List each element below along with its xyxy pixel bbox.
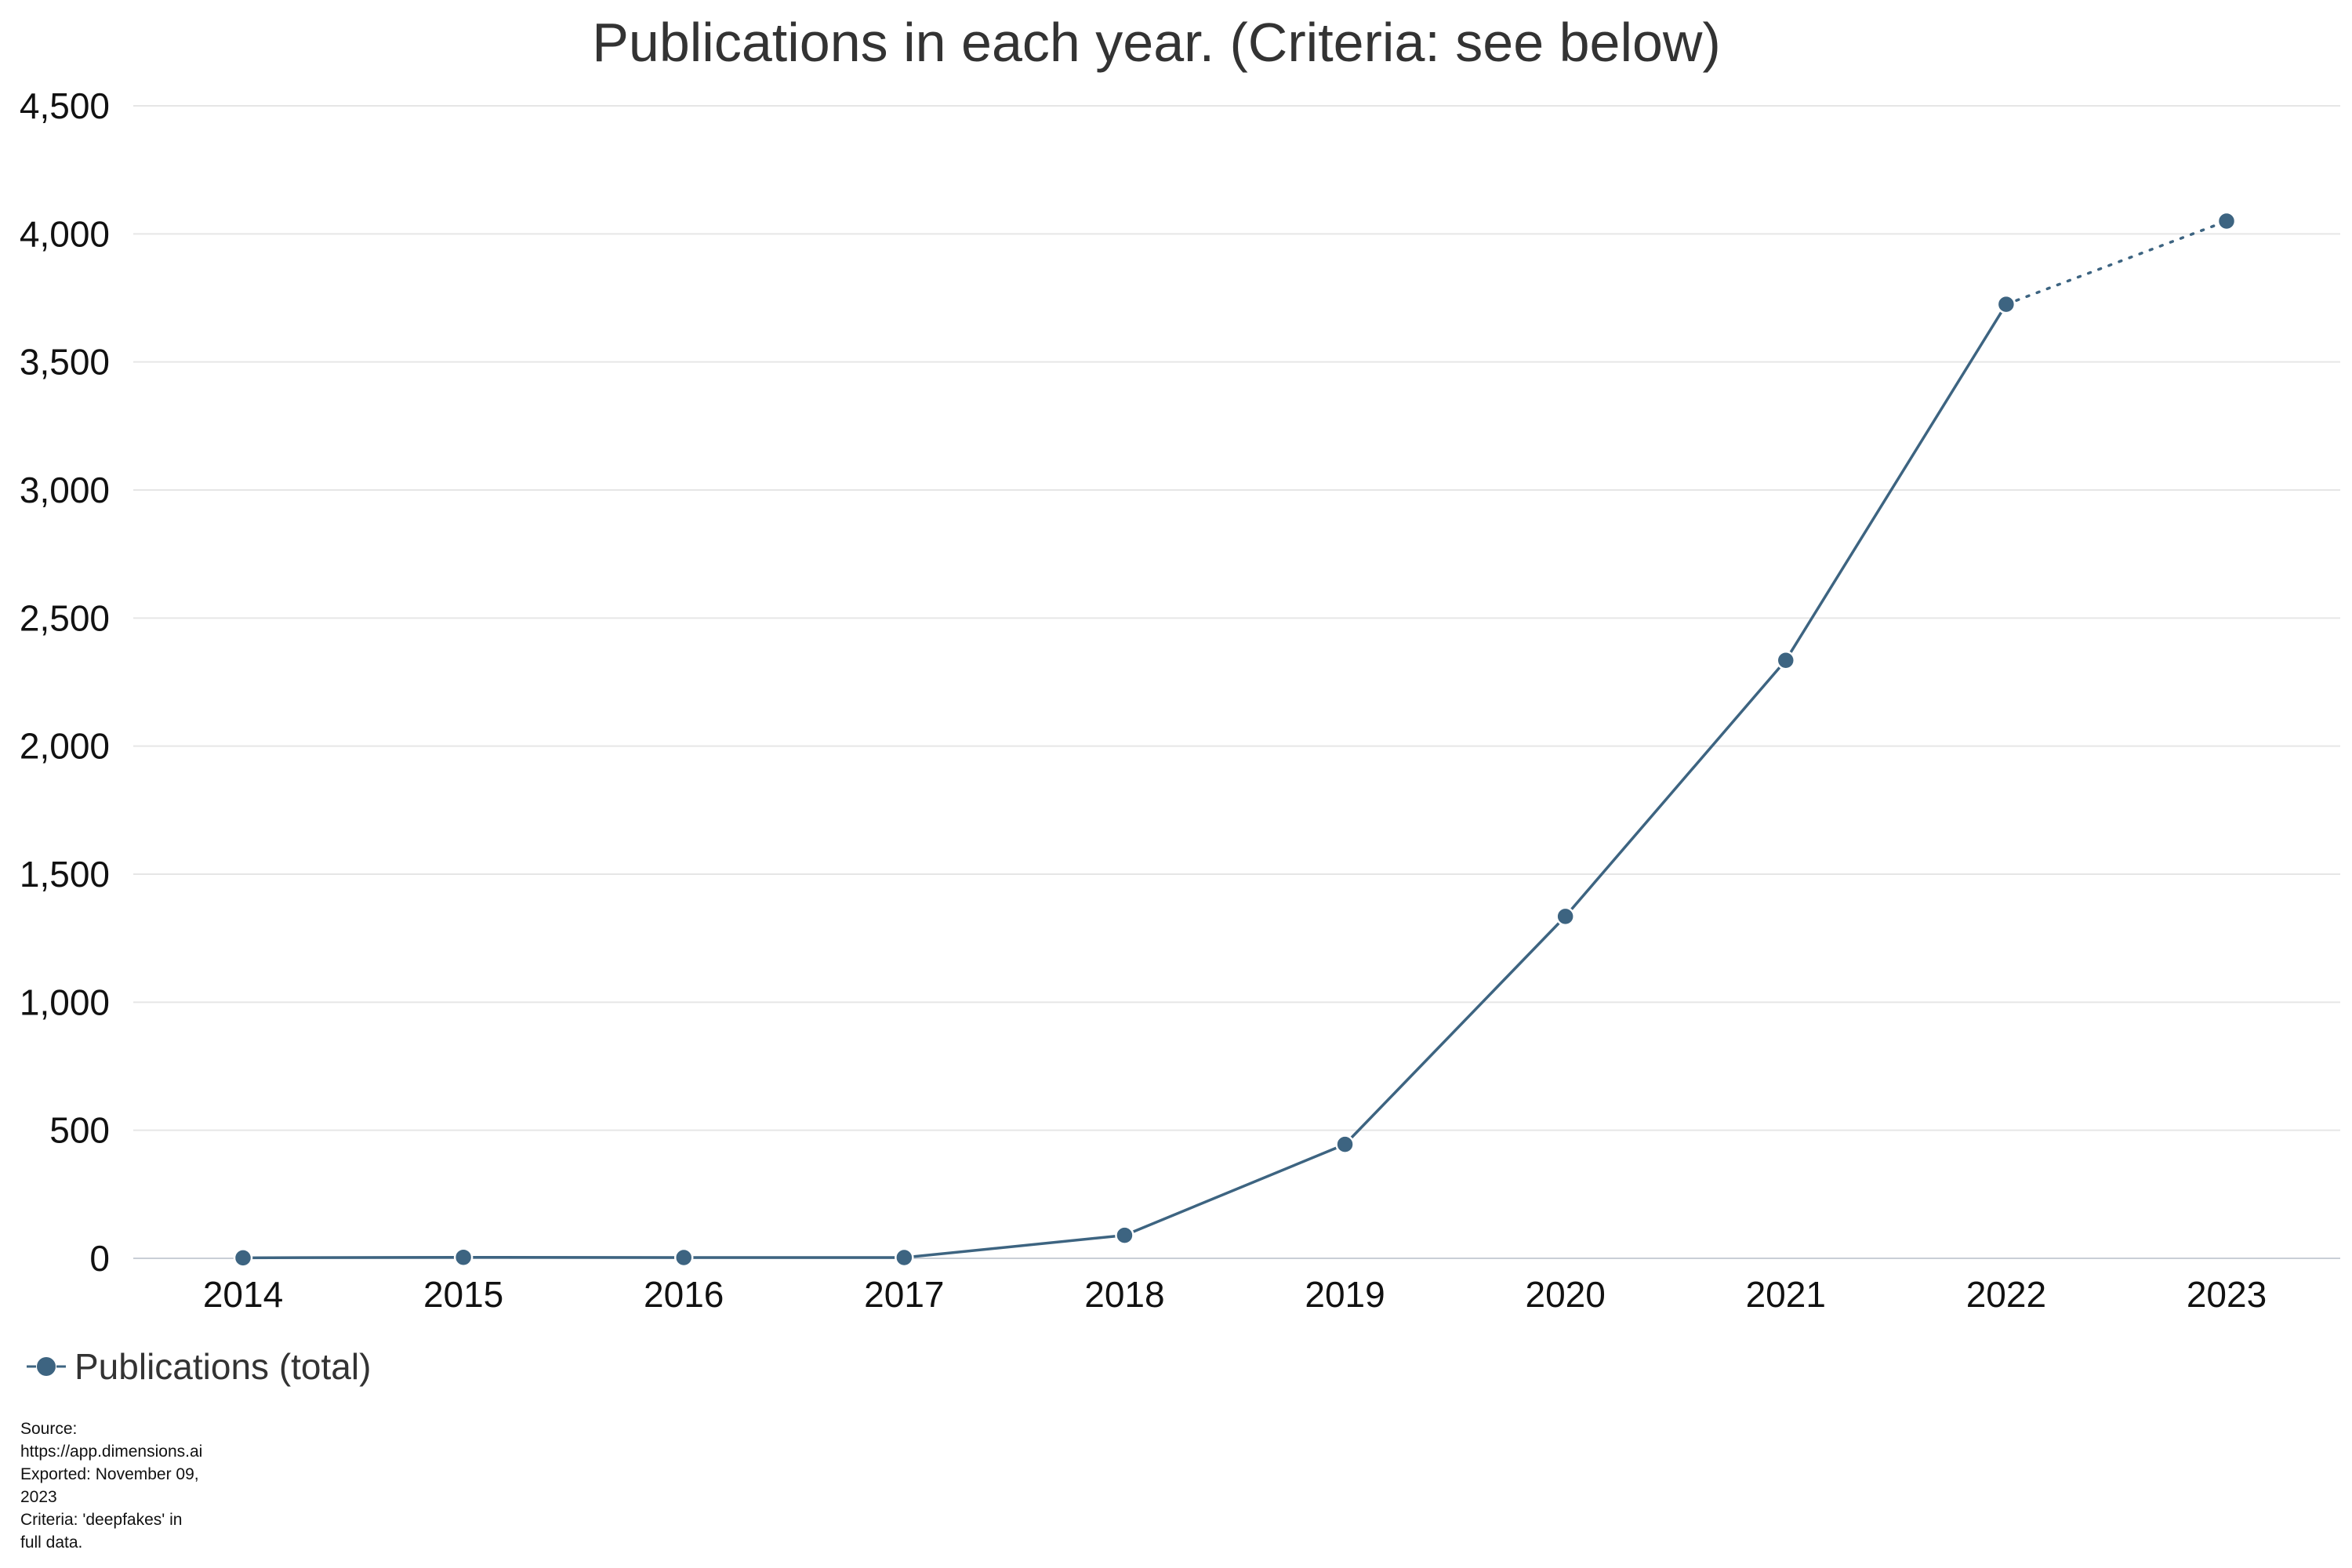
series-segment-dotted [2005,220,2228,306]
y-tick-label: 4,000 [20,213,110,254]
x-axis-tick-labels: 2014 2015 2016 2017 2018 2019 2020 2021 2022 2023 [203,1274,2267,1315]
source-note-line: 2023 [20,1488,57,1506]
data-point [895,1247,914,1268]
legend: Publications (total) [27,1346,371,1387]
y-axis-tick-labels: 0 500 1,000 1,500 2,000 2,500 3,000 3,500 4,000 4… [20,85,110,1279]
data-point [1996,294,2016,314]
source-note-line: Source: [20,1420,78,1438]
legend-label: Publications (total) [74,1346,371,1387]
x-tick-label: 2019 [1305,1274,1385,1315]
data-point [1555,906,1575,927]
x-tick-label: 2017 [864,1274,944,1315]
x-tick-label: 2015 [423,1274,503,1315]
y-tick-label: 1,500 [20,854,110,895]
x-tick-label: 2018 [1084,1274,1164,1315]
series-publications-total [233,211,2237,1268]
y-tick-label: 2,000 [20,726,110,767]
data-point [1115,1225,1134,1245]
x-tick-label: 2021 [1746,1274,1826,1315]
data-point [233,1248,253,1268]
y-tick-label: 1,000 [20,982,110,1022]
source-note-line: https://app.dimensions.ai [20,1443,203,1461]
x-tick-label: 2022 [1966,1274,2046,1315]
series-segment [902,1233,1127,1259]
y-tick-label: 3,500 [20,342,110,383]
x-tick-label: 2014 [203,1274,283,1315]
data-point [1776,650,1796,670]
gridlines [133,105,2340,1259]
source-note-line: full data. [20,1534,83,1552]
y-tick-label: 4,500 [20,85,110,126]
data-point [2216,211,2237,231]
series-segment [1563,659,1788,918]
y-tick-label: 3,000 [20,470,110,510]
x-tick-label: 2023 [2187,1274,2267,1315]
source-note-line: Exported: November 09, [20,1465,199,1483]
y-tick-label: 0 [89,1238,110,1279]
chart-title: Publications in each year. (Criteria: se… [592,12,1721,73]
source-note: Source: https://app.dimensions.ai Exported… [20,1417,256,1554]
y-tick-label: 2,500 [20,597,110,638]
series-segment [1343,915,1567,1146]
series-segment [1784,303,2008,662]
data-point [1335,1134,1355,1154]
x-tick-label: 2020 [1525,1274,1605,1315]
data-point [453,1247,474,1267]
source-note-line: Criteria: 'deepfakes' in [20,1511,183,1529]
x-tick-label: 2016 [644,1274,724,1315]
series-segment [1123,1142,1347,1237]
legend-marker [37,1357,56,1376]
data-point [673,1247,694,1268]
y-tick-label: 500 [49,1110,110,1151]
